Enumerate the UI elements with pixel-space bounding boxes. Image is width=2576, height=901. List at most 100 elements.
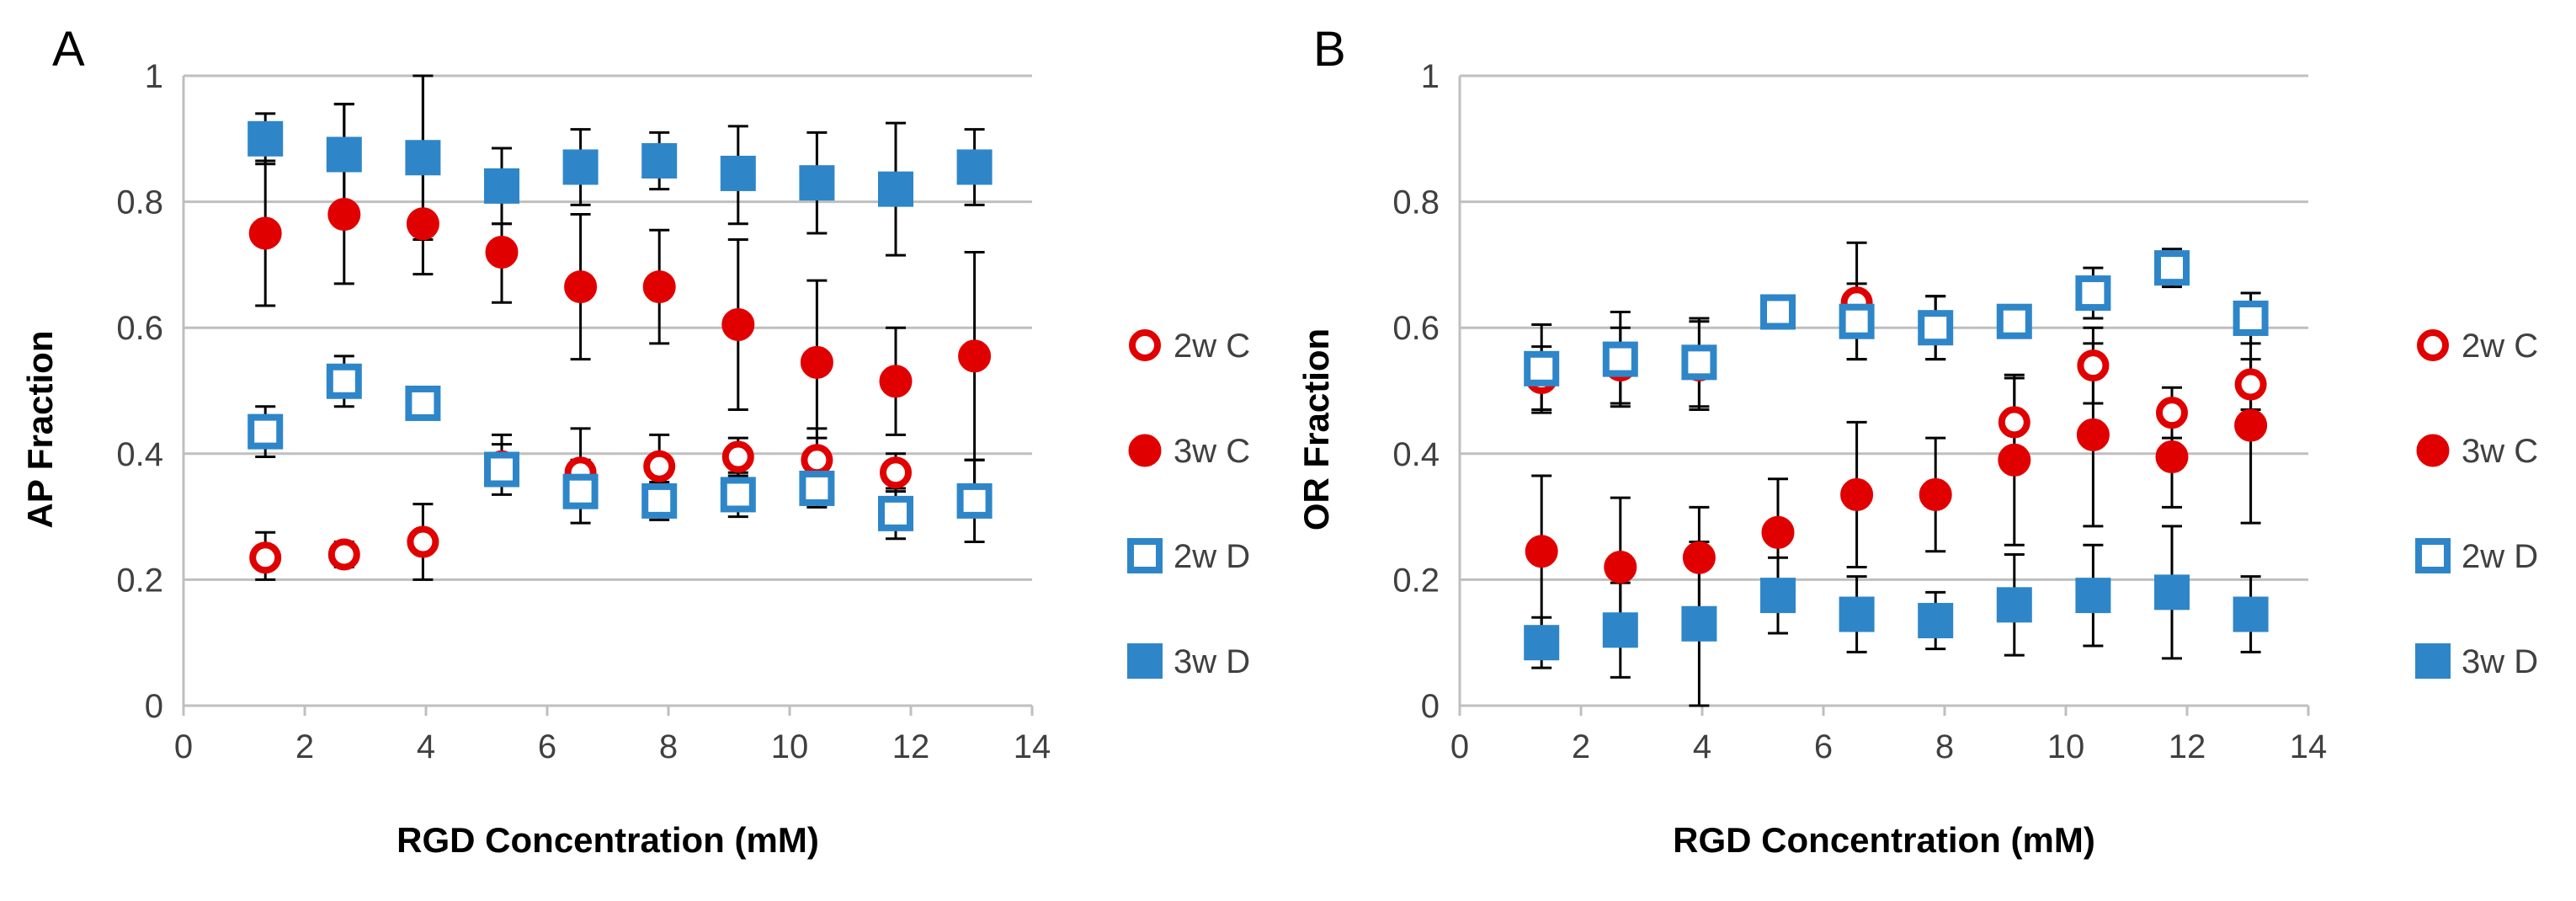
panel-a-point-3w-c <box>958 339 992 373</box>
panel-a-letter: A <box>52 22 85 77</box>
panel-b-point-3w-c <box>2234 408 2268 442</box>
panel-a-legend-marker-2w-d <box>1127 538 1163 573</box>
panel-a-point-2w-c <box>801 444 833 477</box>
panel-a-point-3w-d <box>641 142 678 179</box>
panel-a-point-2w-d <box>562 473 599 509</box>
panel-a-point-2w-d <box>247 413 284 450</box>
panel-b-point-3w-d <box>1839 596 1875 632</box>
panel-b-letter: B <box>1313 22 1346 77</box>
panel-a-y-tick-label: 0.2 <box>116 562 163 599</box>
panel-b-y-tick-label: 0.4 <box>1392 436 1440 473</box>
panel-a-point-3w-c <box>879 365 913 398</box>
panel-b-x-tick-label: 14 <box>2290 728 2328 765</box>
panel-b-point-2w-c <box>2156 397 2188 429</box>
panel-a-point-3w-c <box>248 216 282 250</box>
panel-b-y-tick-label: 1 <box>1421 58 1440 95</box>
panel-a-point-3w-d <box>720 155 756 191</box>
panel-a-legend-marker-2w-c <box>1129 329 1161 361</box>
panel-a-point-2w-c <box>643 450 676 482</box>
panel-b-point-3w-c <box>2076 418 2110 451</box>
panel-a-point-3w-d <box>405 140 441 176</box>
panel-b-point-2w-d <box>1918 310 1954 346</box>
panel-a-tick-labels: 00.20.40.60.810 2 4 6 8 10 12 14 <box>116 58 1051 765</box>
panel-a-point-2w-d <box>484 451 519 488</box>
panel-b-markers <box>1524 250 2269 661</box>
panel-a-x-tick-label: 4 <box>417 728 435 765</box>
panel-b-point-3w-d <box>2154 574 2190 610</box>
panel-a-legend-marker-3w-c <box>1128 434 1162 467</box>
panel-a-point-3w-c <box>800 345 833 379</box>
panel-b-x-tick-label: 4 <box>1693 728 1711 765</box>
panel-b-point-2w-c <box>1998 406 2030 439</box>
panel-a-point-3w-d <box>326 136 362 173</box>
panel-b-legend-label-2w-d: 2w D <box>2462 538 2538 575</box>
panel-b-y-tick-label: 0.8 <box>1392 184 1440 221</box>
panel-b-point-2w-d <box>1602 341 1638 377</box>
panel-b-x-axis-title: RGD Concentration (mM) <box>1673 820 2095 860</box>
panel-a-point-3w-d <box>247 120 284 157</box>
panel-a-point-3w-d <box>878 171 913 207</box>
panel-b-point-3w-d <box>1918 603 1954 639</box>
panel-b-legend-label-2w-c: 2w C <box>2462 328 2538 365</box>
panel-b-legend-marker-2w-d <box>2415 538 2451 573</box>
panel-a-point-2w-d <box>641 482 678 519</box>
panel-a-x-tick-label: 12 <box>892 728 930 765</box>
panel-a-legend-label-3w-c: 3w C <box>1174 433 1250 470</box>
panel-b-point-3w-c <box>1682 541 1716 574</box>
panel-a-legend: 2w C 3w C 2w D 3w D <box>1127 328 1250 680</box>
panel-b-point-3w-c <box>1761 515 1795 549</box>
panel-b-gridlines <box>1460 74 2308 581</box>
panel-a-legend-label-2w-d: 2w D <box>1174 538 1250 575</box>
panel-a-point-3w-d <box>956 149 993 185</box>
panel-b-x-tick-label: 6 <box>1814 728 1833 765</box>
panel-b-point-3w-d <box>2233 596 2269 632</box>
panel-a-legend-label-3w-d: 3w D <box>1174 643 1250 680</box>
panel-a-x-tick-label: 10 <box>771 728 809 765</box>
panel-a-point-3w-d <box>484 168 519 204</box>
panel-b-point-2w-d <box>1524 350 1560 387</box>
panel-b-point-3w-d <box>2075 578 2111 614</box>
panel-b-point-3w-c <box>1604 550 1637 584</box>
panel-a-y-tick-label: 1 <box>145 58 163 95</box>
panel-a-point-3w-c <box>564 270 598 304</box>
panel-b-point-2w-d <box>2075 275 2111 312</box>
panel-a-y-tick-label: 0.8 <box>116 184 163 221</box>
panel-b-y-tick-label: 0.2 <box>1392 562 1440 599</box>
panel-b-legend-label-3w-c: 3w C <box>2462 433 2538 470</box>
panel-b-point-3w-d <box>1996 587 2032 623</box>
panel-b-point-3w-d <box>1602 612 1638 648</box>
panel-b-point-2w-d <box>1760 294 1796 330</box>
panel-b-error-bars <box>1531 241 2261 707</box>
panel-a-point-2w-c <box>407 525 439 558</box>
panel-a-y-tick-label: 0.6 <box>116 310 163 347</box>
panel-b-x-tick-label: 2 <box>1572 728 1590 765</box>
panel-a-x-axis-title: RGD Concentration (mM) <box>397 820 819 860</box>
panel-b: B OR Fraction RGD Concentration (mM) 0 0.… <box>1296 22 2538 860</box>
panel-b-point-3w-c <box>1525 535 1558 568</box>
panel-b-point-2w-d <box>1681 344 1717 381</box>
panel-a-point-2w-c <box>249 541 282 574</box>
panel-a-legend-marker-3w-d <box>1127 643 1163 679</box>
panel-a-y-tick-label: 0.4 <box>116 436 163 473</box>
panel-a-point-3w-c <box>327 198 361 232</box>
panel-a-x-tick-label: 14 <box>1014 728 1051 765</box>
panel-b-x-tick-label: 0 <box>1450 728 1469 765</box>
panel-a-point-3w-c <box>721 307 755 341</box>
panel-a-point-2w-d <box>326 363 362 399</box>
panel-b-legend-marker-3w-c <box>2416 434 2450 467</box>
panel-a-point-3w-c <box>642 270 676 304</box>
panel-a-point-3w-d <box>799 165 835 201</box>
panel-b-point-3w-d <box>1760 578 1796 614</box>
panel-b-tick-labels: 00.20.40.60.810 2 4 6 8 10 12 14 <box>1392 58 2327 765</box>
panel-a-legend-label-2w-c: 2w C <box>1174 328 1250 365</box>
panel-b-y-tick-label: 0.6 <box>1392 310 1440 347</box>
panel-b-point-2w-d <box>1839 303 1875 339</box>
panel-b-legend-marker-3w-d <box>2415 643 2451 679</box>
panel-b-point-2w-d <box>2233 300 2269 336</box>
panel-b-legend-label-3w-d: 3w D <box>2462 643 2538 680</box>
panel-b-point-3w-c <box>1840 477 1874 511</box>
panel-a-point-2w-d <box>956 482 993 519</box>
panel-b-legend: 2w C 3w C 2w D 3w D <box>2415 328 2538 680</box>
panel-a-x-tick-label: 6 <box>538 728 556 765</box>
